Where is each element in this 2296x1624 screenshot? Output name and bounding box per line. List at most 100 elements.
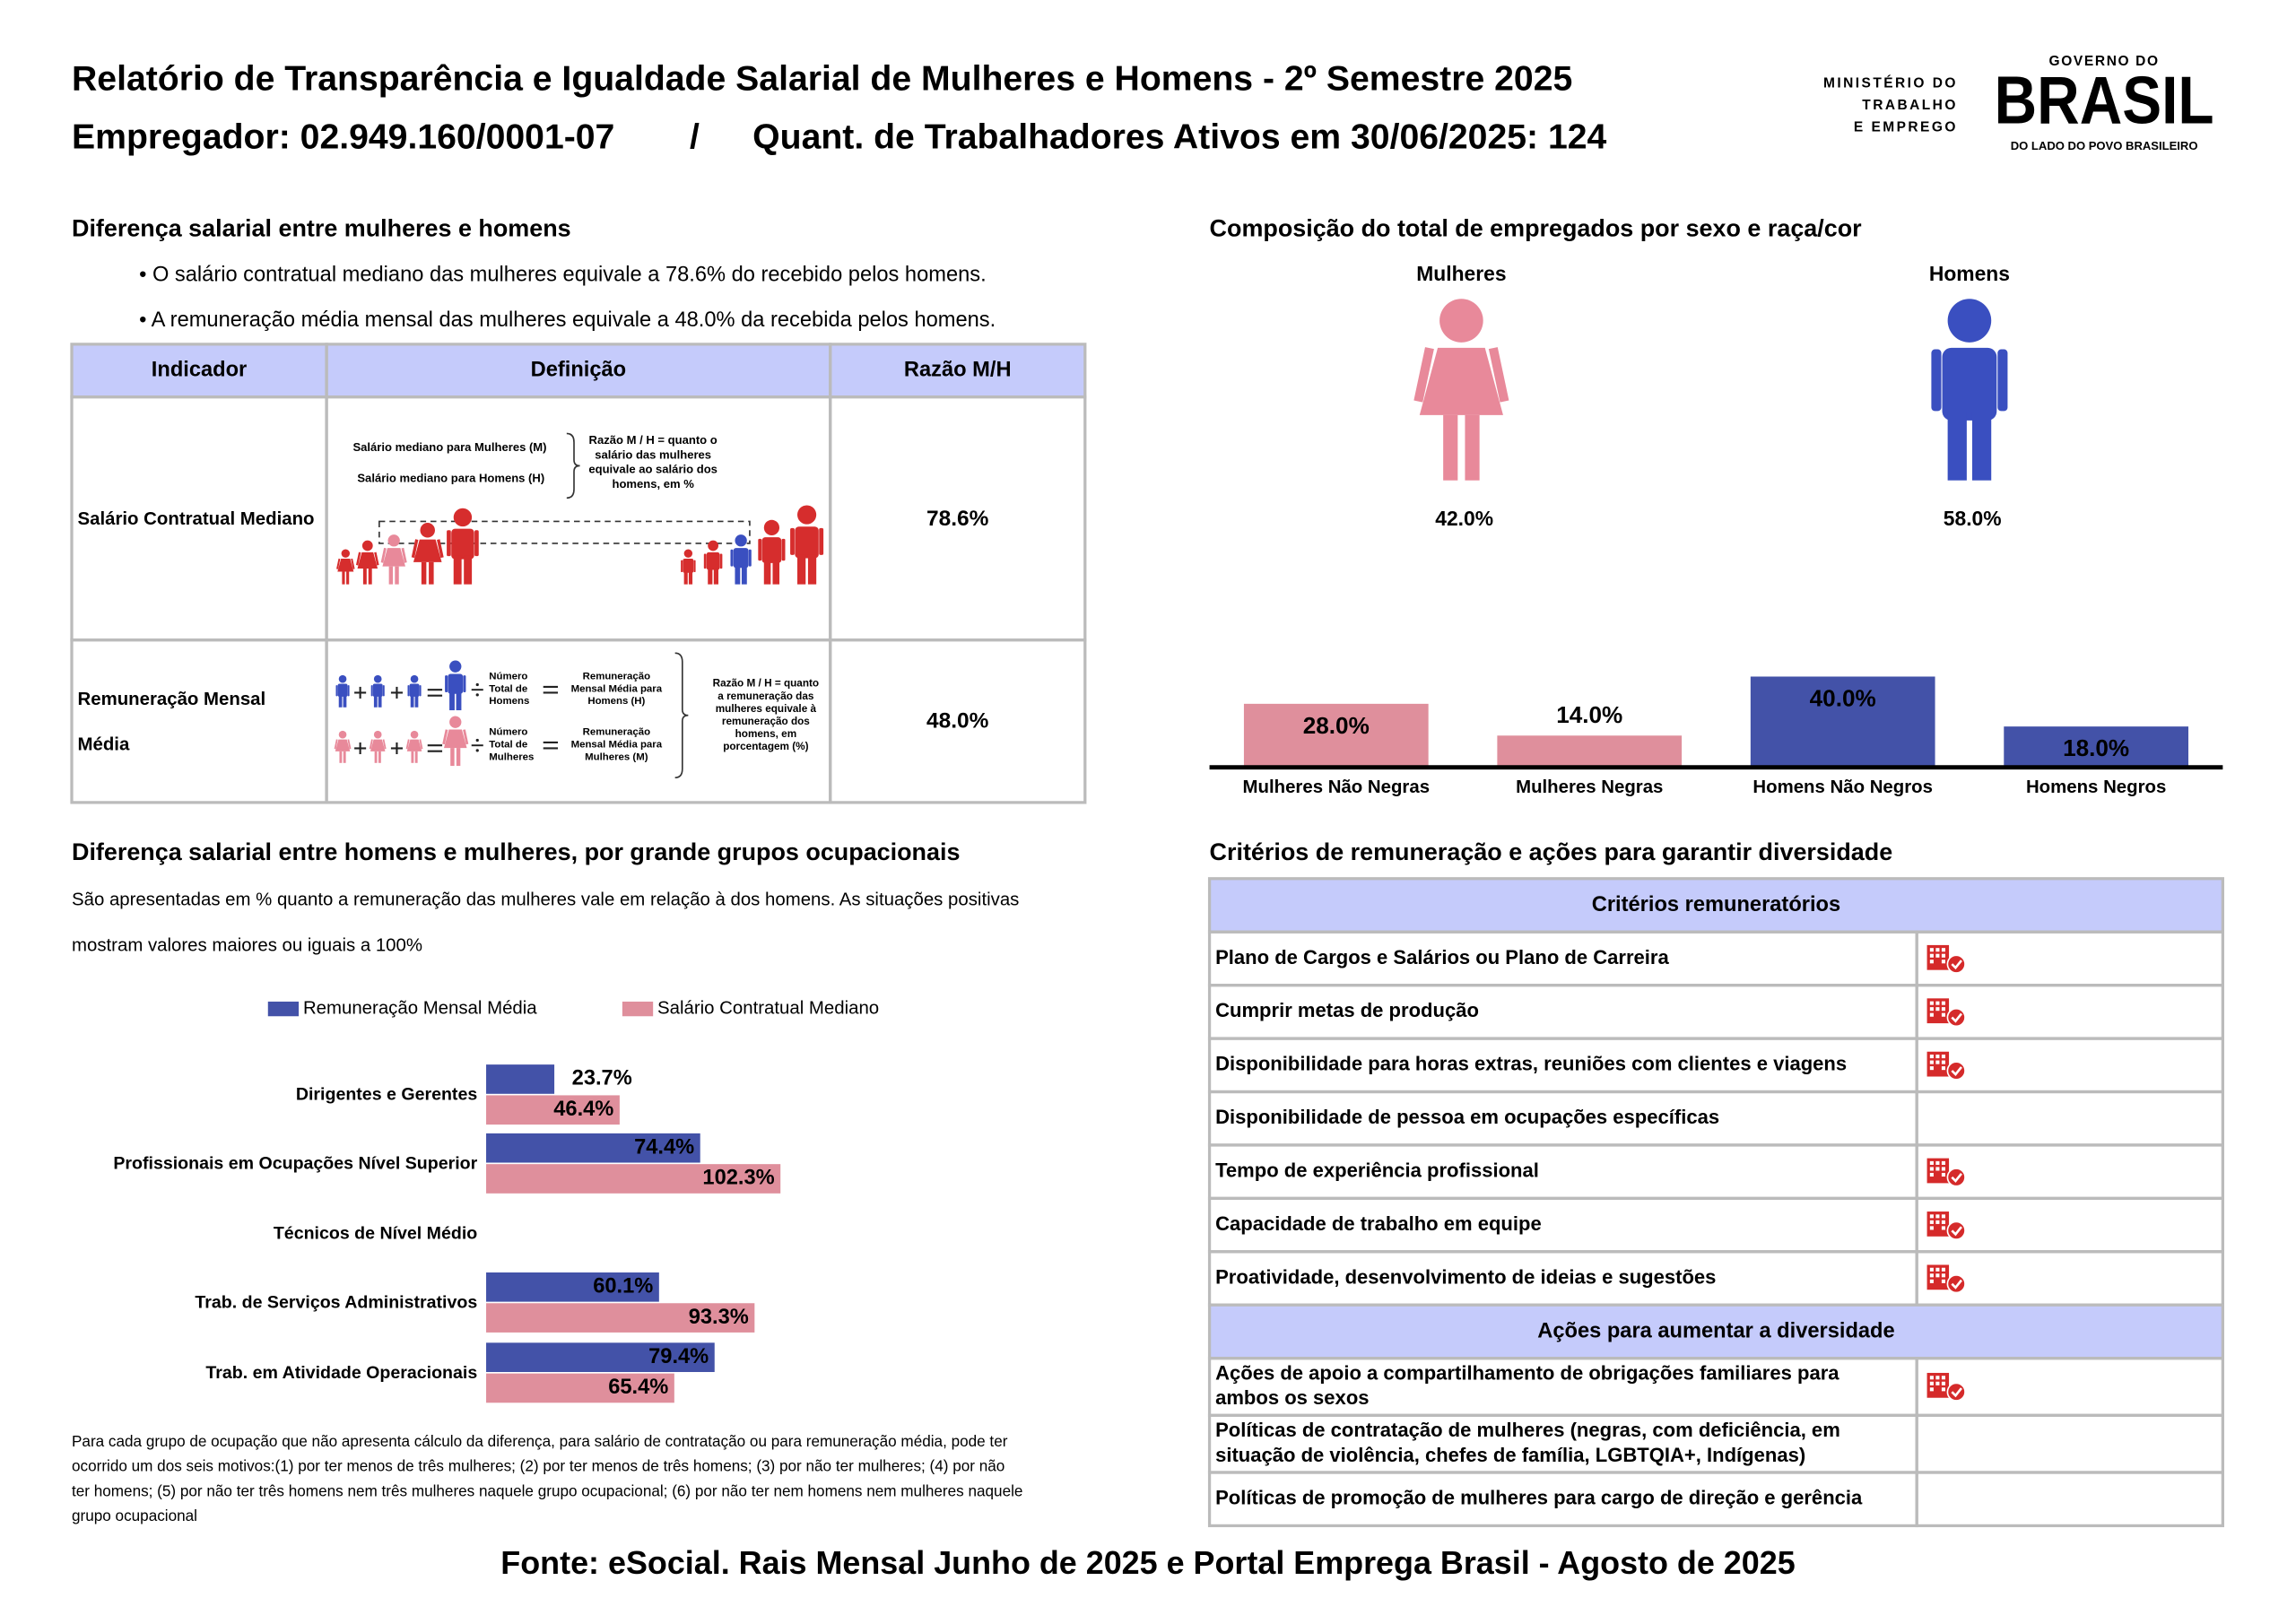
icon-body: [683, 559, 694, 573]
value-label: 65.4%: [608, 1376, 668, 1399]
icon-arm: [382, 685, 385, 697]
icon-arm: [758, 538, 762, 561]
icon-head: [449, 716, 462, 728]
female-icon: [334, 730, 352, 763]
icon-arm: [730, 549, 734, 567]
report-title: Relatório de Transparência e Igualdade S…: [72, 59, 1572, 98]
female-icon: [411, 523, 444, 585]
ministry-logo: E EMPREGO: [1854, 119, 1958, 135]
icon-window: [1935, 1160, 1940, 1165]
icon-head: [387, 534, 400, 547]
value-label: 28.0%: [1303, 712, 1370, 739]
icon-window: [1935, 1167, 1940, 1171]
icon-body: [706, 551, 720, 570]
icon-arm: [411, 539, 419, 559]
definition-text: Total de: [489, 683, 527, 694]
category-label: Trab. em Atividade Operacionais: [205, 1363, 477, 1383]
dashed-box: [378, 520, 751, 544]
icon-leg: [378, 695, 382, 708]
icon-window: [1941, 1055, 1945, 1059]
icon-body: [337, 559, 354, 572]
icon-body: [448, 673, 464, 694]
icon-leg: [450, 748, 455, 767]
ratio-value: 48.0%: [926, 709, 989, 734]
table-cell: [829, 638, 1087, 804]
icon-window: [1935, 1220, 1940, 1224]
section-heading: Critérios de remuneração e ações para ga…: [1210, 838, 1893, 865]
male-icon: [790, 505, 824, 585]
icon-body: [795, 526, 819, 559]
ratio-value: 78.6%: [926, 507, 989, 531]
definition-text: Total de: [489, 739, 527, 750]
icon-arm: [474, 530, 479, 557]
icon-arm: [1997, 349, 2008, 412]
indicator-name: Média: [78, 735, 130, 755]
category-label: Homens Negros: [2026, 777, 2166, 797]
icon-window: [1929, 1160, 1934, 1165]
icon-head: [420, 523, 435, 538]
definition-note: homens, em: [735, 728, 797, 740]
icon-badge: [1946, 1007, 1966, 1028]
legend-swatch: [267, 1001, 300, 1017]
gender-label: Mulheres: [1416, 262, 1506, 285]
icon-leg: [342, 571, 345, 585]
value-label: 79.4%: [648, 1345, 709, 1368]
icon-window: [1935, 1007, 1940, 1012]
female-icon: [355, 540, 379, 585]
icon-head: [338, 674, 347, 683]
icon-window: [1929, 1381, 1934, 1385]
icon-leg: [453, 555, 462, 585]
icon-leg: [411, 751, 414, 763]
category-label: Trab. de Serviços Administrativos: [195, 1292, 477, 1312]
icon-leg: [713, 568, 718, 585]
check-icon: [1926, 1051, 1966, 1081]
icon-head: [453, 508, 473, 527]
icon-window: [1929, 1001, 1934, 1005]
icon-window: [1935, 1060, 1940, 1064]
icon-window: [1935, 1001, 1940, 1005]
icon-arm: [463, 729, 469, 745]
value-label: 102.3%: [702, 1167, 774, 1190]
gender-share: 58.0%: [1944, 507, 2002, 530]
male-icon: [407, 674, 422, 708]
icon-leg: [374, 751, 378, 763]
icon-leg: [763, 560, 771, 585]
bar: [486, 1164, 781, 1194]
icon-head: [735, 534, 747, 547]
definition-note: a remuneração das: [718, 690, 814, 702]
category-label: Profissionais em Ocupações Nível Superio…: [113, 1153, 477, 1173]
icon-arm: [370, 685, 373, 697]
icon-leg: [343, 751, 346, 763]
table-header: Definição: [531, 359, 626, 382]
definition-note: equivale ao salário dos: [588, 463, 718, 476]
icon-leg: [449, 690, 455, 711]
icon-window: [1935, 1214, 1940, 1219]
criterion-text: Políticas de promoção de mulheres para c…: [1215, 1487, 1863, 1509]
icon-head: [683, 549, 693, 558]
icon-window: [1941, 1376, 1945, 1380]
table-header: Critérios remuneratórios: [1592, 893, 1840, 916]
definition-note: Razão M / H = quanto o: [589, 433, 718, 447]
icon-leg: [688, 570, 693, 585]
icon-head: [373, 674, 382, 683]
check-icon: [1926, 1372, 1966, 1402]
divide-dot: [475, 738, 479, 743]
icon-window: [1941, 1001, 1945, 1005]
icon-body: [1942, 347, 1997, 421]
icon-arm: [781, 538, 786, 561]
icon-arm: [437, 539, 444, 559]
icon-arm: [790, 527, 795, 555]
bar: [486, 1303, 755, 1333]
icon-window: [1929, 1172, 1934, 1177]
table-header: Indicador: [152, 359, 247, 382]
icon-window: [1929, 1060, 1934, 1064]
section-heading: Diferença salarial entre mulheres e home…: [72, 215, 571, 242]
male-icon: [681, 549, 696, 585]
icon-leg: [735, 565, 741, 585]
table-section-header: [1207, 877, 2224, 934]
icon-leg: [338, 695, 343, 708]
male-icon: [730, 534, 752, 585]
icon-leg: [772, 560, 780, 585]
table-cell: [1915, 1471, 2224, 1528]
value-label: 93.3%: [689, 1306, 749, 1329]
